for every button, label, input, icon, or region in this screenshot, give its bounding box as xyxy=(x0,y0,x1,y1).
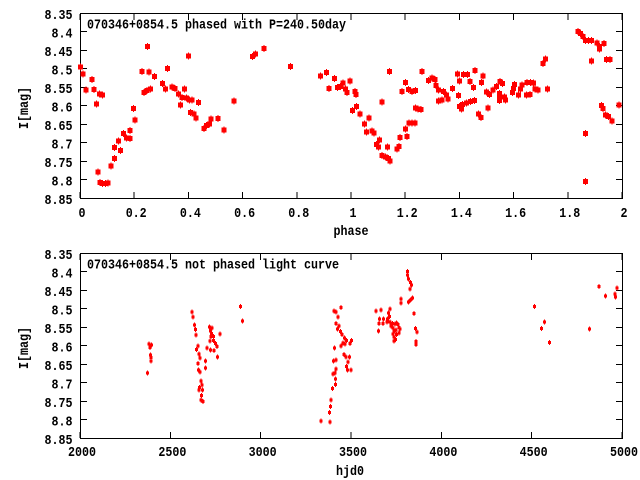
svg-text:8.8: 8.8 xyxy=(52,175,73,191)
svg-text:8.45: 8.45 xyxy=(45,285,73,301)
svg-text:2: 2 xyxy=(621,206,628,222)
svg-text:2500: 2500 xyxy=(158,445,186,461)
svg-text:8.65: 8.65 xyxy=(45,359,73,375)
svg-text:1.2: 1.2 xyxy=(397,206,418,222)
svg-text:8.5: 8.5 xyxy=(52,64,73,80)
svg-text:4000: 4000 xyxy=(429,445,457,461)
svg-text:8.35: 8.35 xyxy=(45,248,73,264)
svg-text:8.4: 8.4 xyxy=(52,267,73,283)
svg-text:4500: 4500 xyxy=(520,445,548,461)
svg-text:1.6: 1.6 xyxy=(505,206,526,222)
svg-text:8.6: 8.6 xyxy=(52,341,73,357)
svg-text:1.8: 1.8 xyxy=(559,206,580,222)
svg-text:070346+0854.5 not phased light: 070346+0854.5 not phased light curve xyxy=(87,258,339,274)
svg-text:8.4: 8.4 xyxy=(52,27,73,43)
svg-text:8.8: 8.8 xyxy=(52,415,73,431)
svg-text:8.35: 8.35 xyxy=(45,8,73,24)
svg-text:8.45: 8.45 xyxy=(45,45,73,61)
svg-text:070346+0854.5 phased with P=24: 070346+0854.5 phased with P=240.50day xyxy=(87,18,346,34)
svg-text:8.55: 8.55 xyxy=(45,82,73,98)
svg-text:hjd0: hjd0 xyxy=(336,464,364,480)
svg-text:I[mag]: I[mag] xyxy=(17,327,33,369)
svg-text:0.4: 0.4 xyxy=(180,206,201,222)
svg-text:8.55: 8.55 xyxy=(45,322,73,338)
svg-text:8.7: 8.7 xyxy=(52,138,73,154)
svg-text:8.6: 8.6 xyxy=(52,101,73,117)
svg-text:8.7: 8.7 xyxy=(52,378,73,394)
svg-text:1: 1 xyxy=(350,206,357,222)
svg-text:3500: 3500 xyxy=(339,445,367,461)
svg-text:0: 0 xyxy=(79,206,86,222)
svg-text:8.75: 8.75 xyxy=(45,396,73,412)
svg-text:5000: 5000 xyxy=(610,445,638,461)
svg-text:8.85: 8.85 xyxy=(45,433,73,449)
svg-text:8.65: 8.65 xyxy=(45,119,73,135)
svg-text:0.6: 0.6 xyxy=(234,206,255,222)
svg-text:8.85: 8.85 xyxy=(45,193,73,209)
svg-text:I[mag]: I[mag] xyxy=(17,87,33,129)
svg-text:phase: phase xyxy=(334,224,369,240)
svg-text:2000: 2000 xyxy=(68,445,96,461)
svg-text:0.8: 0.8 xyxy=(288,206,309,222)
svg-text:3000: 3000 xyxy=(249,445,277,461)
svg-text:8.75: 8.75 xyxy=(45,156,73,172)
svg-text:8.5: 8.5 xyxy=(52,304,73,320)
svg-text:0.2: 0.2 xyxy=(126,206,147,222)
svg-text:1.4: 1.4 xyxy=(451,206,472,222)
